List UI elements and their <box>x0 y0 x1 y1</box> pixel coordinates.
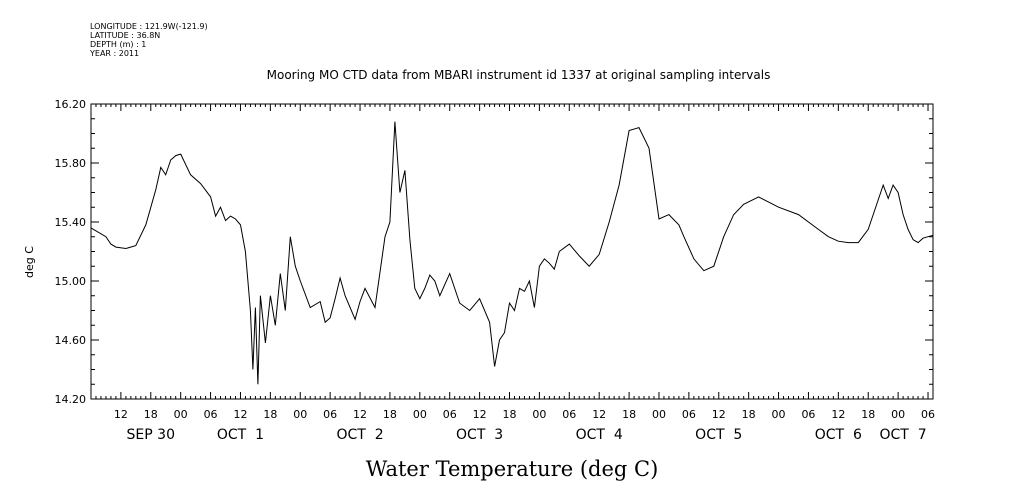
x-hour-label: 18 <box>144 408 158 421</box>
x-hour-label: 00 <box>293 408 307 421</box>
x-axis: 12 18 00 06 12 18 00 06 12 18 00 06 12 18 00 06 12 18 00 06… <box>90 104 935 443</box>
x-hour-label: 00 <box>532 408 546 421</box>
x-day-label: OCT 2 <box>336 427 383 443</box>
x-hour-label: 12 <box>473 408 487 421</box>
x-hour-label: 00 <box>413 408 427 421</box>
depth-label: DEPTH (m) : 1 <box>90 40 147 49</box>
y-axis-label: deg C <box>23 246 36 278</box>
x-day-label: OCT 4 <box>576 427 623 443</box>
x-hour-label: 00 <box>891 408 905 421</box>
x-day-label: OCT 6 <box>815 427 862 443</box>
x-hour-label: 06 <box>921 408 935 421</box>
x-hour-label: 00 <box>772 408 786 421</box>
x-hour-label: 06 <box>443 408 457 421</box>
x-hour-label: 00 <box>174 408 188 421</box>
longitude-label: LONGITUDE : 121.9W(-121.9) <box>90 22 208 31</box>
series-line <box>90 121 934 385</box>
y-axis: 14.20 14.60 15.00 15.40 15.80 16.20 <box>55 98 933 406</box>
x-hour-label: 12 <box>353 408 367 421</box>
x-axis-title: Water Temperature (deg C) <box>366 457 659 481</box>
x-day-label: OCT 5 <box>695 427 742 443</box>
x-day-label: SEP 30 <box>127 427 175 443</box>
x-hour-label: 12 <box>712 408 726 421</box>
x-hour-label: 12 <box>831 408 845 421</box>
x-hour-label: 06 <box>323 408 337 421</box>
x-hour-label: 18 <box>622 408 636 421</box>
x-hour-label: 06 <box>204 408 218 421</box>
x-day-label: OCT 7 <box>880 427 927 443</box>
y-tick-label: 16.20 <box>55 98 87 111</box>
y-tick-label: 14.60 <box>55 334 87 347</box>
x-hour-label: 18 <box>263 408 277 421</box>
metadata-block: LONGITUDE : 121.9W(-121.9) LATITUDE : 36… <box>90 22 208 58</box>
x-day-label: OCT 1 <box>217 427 264 443</box>
y-tick-label: 15.00 <box>55 275 87 288</box>
x-hour-label: 06 <box>562 408 576 421</box>
x-hour-label: 18 <box>742 408 756 421</box>
x-hour-label: 12 <box>233 408 247 421</box>
x-hour-label: 00 <box>652 408 666 421</box>
x-hour-label: 18 <box>503 408 517 421</box>
x-hour-label: 12 <box>592 408 606 421</box>
plot-frame <box>90 103 934 400</box>
x-hour-label: 12 <box>114 408 128 421</box>
x-hour-label: 06 <box>682 408 696 421</box>
year-label: YEAR : 2011 <box>90 49 140 58</box>
y-tick-label: 15.40 <box>55 216 87 229</box>
y-tick-label: 15.80 <box>55 157 87 170</box>
chart-title: Mooring MO CTD data from MBARI instrumen… <box>266 68 771 82</box>
y-tick-label: 14.20 <box>55 393 87 406</box>
x-hour-label: 18 <box>383 408 397 421</box>
x-hour-label: 18 <box>861 408 875 421</box>
x-hour-label: 06 <box>801 408 815 421</box>
latitude-label: LATITUDE : 36.8N <box>90 31 161 40</box>
x-day-label: OCT 3 <box>456 427 503 443</box>
